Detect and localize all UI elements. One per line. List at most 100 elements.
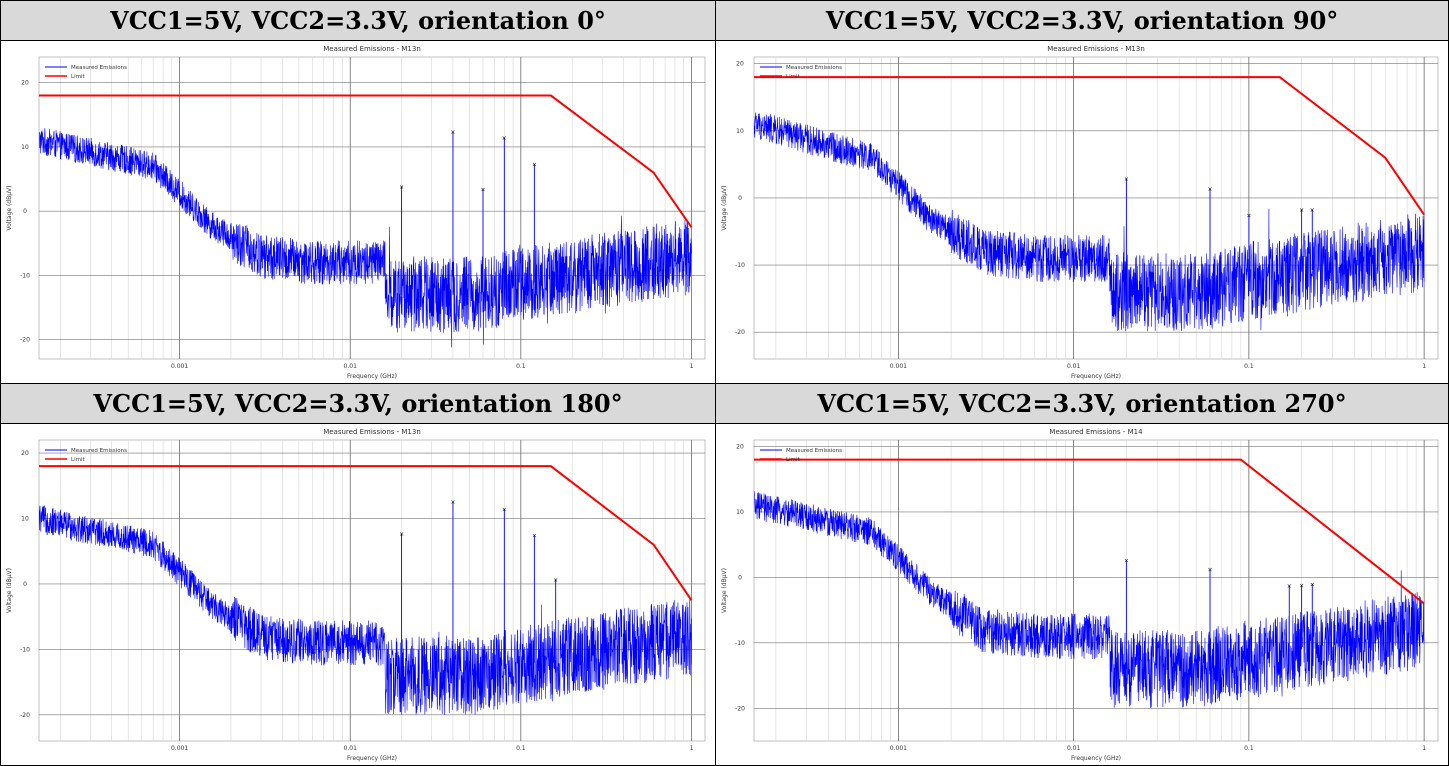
y-axis-label: Voltage (dBµV) [721, 186, 728, 231]
y-tick-label: 0 [23, 581, 27, 588]
plot-area [39, 94, 693, 348]
limit-line [39, 94, 693, 228]
x-axis-label: Frequency (GHz) [347, 755, 397, 762]
peak-marker: × [1310, 582, 1315, 589]
peak-marker: × [502, 135, 507, 142]
y-axis-label: Voltage (dBµV) [6, 568, 13, 613]
x-tick-label: 0.01 [344, 363, 358, 370]
plot-area [754, 458, 1425, 709]
x-axis-label: Frequency (GHz) [347, 373, 397, 380]
peak-marker: × [1207, 186, 1212, 193]
chart-svg: Measured Emissions - M13n 0.001 0.01 0.1 1 20… [6, 45, 706, 380]
x-tick-label: 0.01 [1067, 363, 1081, 370]
emission-trace [39, 505, 692, 715]
chart-panel-3: Measured Emissions - M14 0.001 0.01 0.1 1 20 1… [715, 423, 1449, 766]
chart-svg: Measured Emissions - M13n 0.001 0.01 0.1 1 20… [6, 428, 706, 762]
legend-entry: Measured Emissions [786, 448, 842, 454]
plot-frame [753, 56, 1439, 360]
y-axis-label: Voltage (dBµV) [721, 568, 728, 613]
x-tick-label: 0.1 [1244, 363, 1254, 370]
legend-entry: Limit [71, 457, 85, 463]
plot-frame [753, 439, 1439, 742]
limit-line [39, 465, 693, 601]
chart-panel-1: Measured Emissions - M13n 0.001 0.01 0.1 1 20… [715, 40, 1449, 384]
x-tick-label: 0.001 [171, 745, 188, 752]
y-tick-label: -10 [20, 272, 30, 279]
x-tick-label: 0.01 [1067, 745, 1081, 752]
legend-entry: Measured Emissions [71, 448, 127, 454]
x-tick-label: 0.001 [171, 363, 188, 370]
y-tick-label: 0 [738, 574, 742, 581]
y-tick-label: -20 [20, 712, 30, 719]
legend-entry: Measured Emissions [71, 65, 127, 71]
peak-marker: × [1310, 207, 1315, 214]
emission-trace [754, 491, 1425, 709]
y-tick-label: -20 [735, 705, 745, 712]
y-tick-label: 10 [21, 516, 29, 523]
y-tick-label: 10 [736, 509, 744, 516]
y-tick-label: 0 [738, 195, 742, 202]
y-tick-label: -10 [735, 262, 745, 269]
x-tick-label: 1 [690, 745, 694, 752]
y-tick-label: -20 [20, 337, 30, 344]
legend-entry: Limit [71, 74, 85, 80]
panel-header: VCC1=5V, VCC2=3.3V, orientation 180° [0, 383, 716, 424]
x-tick-label: 0.1 [1244, 745, 1254, 752]
peak-marker: × [1287, 583, 1292, 590]
chart-svg: Measured Emissions - M14 0.001 0.01 0.1 1 20 1… [721, 428, 1439, 762]
x-tick-label: 0.1 [516, 363, 526, 370]
peak-marker: × [450, 129, 455, 136]
x-tick-label: 0.001 [890, 745, 907, 752]
peak-marker: × [1207, 567, 1212, 574]
chart-title: Measured Emissions - M14 [1049, 428, 1143, 436]
plot-frame [38, 439, 706, 742]
peak-marker: × [1299, 207, 1304, 214]
limit-line [754, 76, 1425, 216]
x-tick-label: 1 [690, 363, 694, 370]
y-tick-label: -20 [735, 329, 745, 336]
chart-panel-0: Measured Emissions - M13n 0.001 0.01 0.1 1 20… [0, 40, 716, 384]
plot-area [754, 76, 1425, 332]
peak-marker: × [450, 499, 455, 506]
plot-frame [38, 56, 706, 360]
y-tick-label: 20 [21, 80, 29, 87]
panel-header: VCC1=5V, VCC2=3.3V, orientation 0° [0, 0, 716, 41]
chart-title: Measured Emissions - M13n [1047, 45, 1145, 53]
y-tick-label: -10 [735, 640, 745, 647]
peak-marker: × [532, 533, 537, 540]
peak-marker: × [1246, 212, 1251, 219]
y-axis-label: Voltage (dBµV) [6, 186, 13, 231]
y-tick-label: 10 [21, 144, 29, 151]
peak-marker: × [532, 161, 537, 168]
legend-entry: Measured Emissions [786, 65, 842, 71]
y-tick-label: -10 [20, 646, 30, 653]
peak-marker: × [399, 531, 404, 538]
y-tick-label: 20 [736, 444, 744, 451]
x-axis-label: Frequency (GHz) [1071, 755, 1121, 762]
peak-marker: × [1124, 176, 1129, 183]
peak-marker: × [502, 506, 507, 513]
y-tick-label: 0 [23, 208, 27, 215]
plot-area [39, 465, 693, 715]
chart-title: Measured Emissions - M13n [323, 428, 421, 436]
y-tick-label: 10 [736, 128, 744, 135]
chart-svg: Measured Emissions - M13n 0.001 0.01 0.1 1 20… [721, 45, 1439, 380]
chart-panel-2: Measured Emissions - M13n 0.001 0.01 0.1 1 20… [0, 423, 716, 766]
x-tick-label: 0.001 [890, 363, 907, 370]
emission-trace [39, 128, 692, 348]
chart-title: Measured Emissions - M13n [323, 45, 421, 53]
y-tick-label: 20 [21, 450, 29, 457]
x-tick-label: 0.01 [344, 745, 358, 752]
peak-marker: × [480, 186, 485, 193]
emission-trace [754, 112, 1425, 332]
peak-marker: × [1299, 582, 1304, 589]
panel-header: VCC1=5V, VCC2=3.3V, orientation 90° [715, 0, 1449, 41]
panel-header: VCC1=5V, VCC2=3.3V, orientation 270° [715, 383, 1449, 424]
x-tick-label: 0.1 [516, 745, 526, 752]
peak-marker: × [553, 577, 558, 584]
legend-entry: Limit [786, 457, 800, 463]
limit-line [754, 458, 1425, 605]
x-tick-label: 1 [1422, 363, 1426, 370]
peak-marker: × [399, 184, 404, 191]
